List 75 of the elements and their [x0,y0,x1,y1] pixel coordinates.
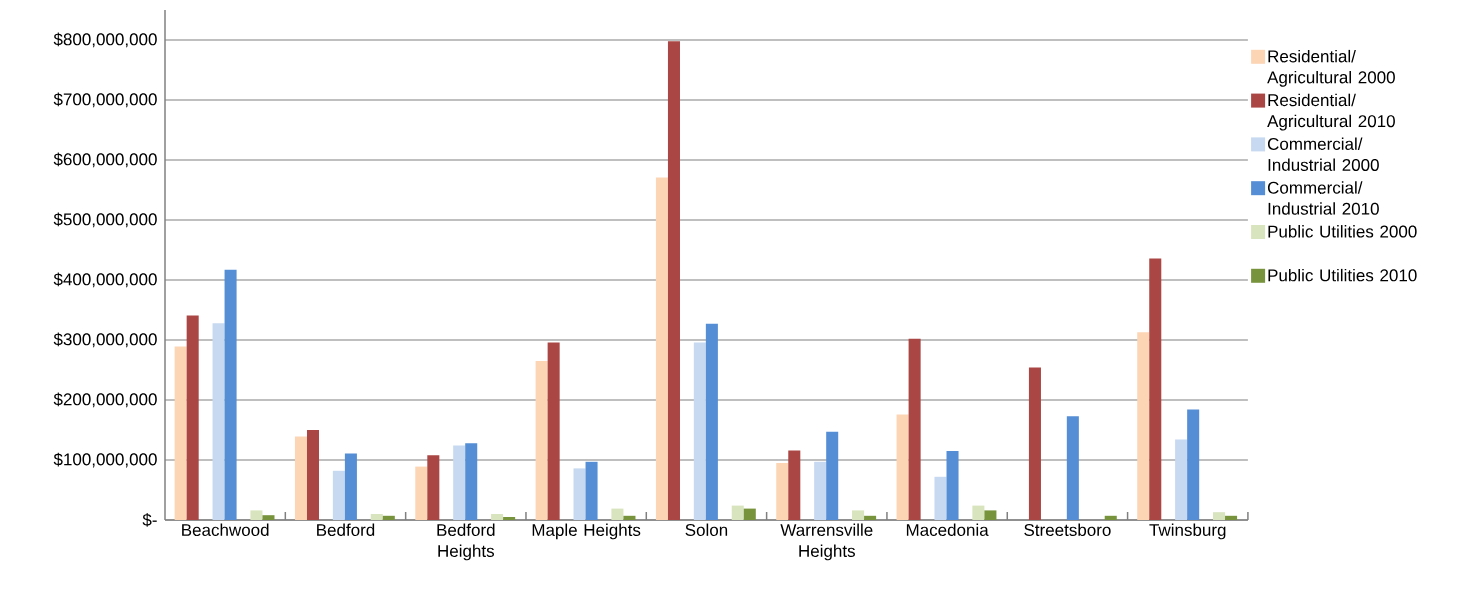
bar [491,514,504,520]
legend-label: Residential/ Agricultural 2000 [1267,49,1395,87]
bar [731,505,744,520]
y-tick-label: $500,000,000 [53,212,157,228]
bar [262,515,275,520]
bar [186,315,199,520]
bar [852,510,865,520]
bar [693,342,706,520]
bar [1066,416,1079,520]
y-tick-label: $800,000,000 [53,32,157,48]
bar [1137,332,1150,520]
bar [896,414,909,520]
bar [667,41,680,520]
bar [294,436,307,520]
bar [826,431,839,520]
bar [934,476,947,520]
bar [908,338,921,520]
y-tick-label: $300,000,000 [53,332,157,348]
legend-label: Residential/ Agricultural 2010 [1267,93,1395,131]
x-tick-label: Streetsboro [1024,523,1111,537]
bar [370,514,383,520]
y-tick-label: $700,000,000 [53,92,157,108]
bar [705,323,718,520]
bar [344,453,357,520]
bar [972,505,985,520]
bar [1104,515,1117,520]
bar [864,515,877,520]
x-tick-label: Macedonia [906,523,989,537]
bar [535,361,548,520]
bar [623,515,636,520]
y-tick-label: $200,000,000 [53,392,157,408]
bar [332,470,345,520]
x-tick-label: Twinsburg [1149,523,1226,540]
legend-label: Commercial/ Industrial 2010 [1267,181,1379,215]
x-tick-label: Warrensville Heights [780,523,873,561]
bar [1213,512,1226,520]
legend-label: Public Utilities 2000 [1268,225,1417,238]
y-tick-label: $- [142,513,157,527]
x-tick-label: Maple Heights [532,523,641,540]
bar [1225,515,1238,520]
bar [946,451,959,520]
bar [743,508,756,520]
bar [250,510,263,520]
bar [547,342,560,520]
bar [174,346,187,520]
bar [415,466,428,520]
bar [503,517,516,520]
bar [453,445,466,520]
x-tick-label: Bedford Heights [437,523,495,561]
bar [776,463,789,520]
legend-label: Commercial/ Industrial 2000 [1267,137,1379,171]
bar [814,461,827,520]
bar [1175,439,1188,520]
bar [585,461,598,520]
bar [212,323,225,520]
bar [306,430,320,520]
bar [1187,409,1200,520]
bar [382,515,395,520]
bar [1149,258,1162,520]
x-tick-label: Solon [685,523,728,537]
x-tick-label: Bedford [317,523,375,537]
bar [427,455,440,520]
bar [573,468,586,520]
x-tick-label: Beachwood [182,523,269,537]
legend-label: Public Utilities 2010 [1268,268,1417,282]
bar [465,443,478,520]
bar [655,177,668,520]
bar [224,269,237,520]
bar [788,450,801,520]
bar [611,508,624,520]
y-tick-label: $400,000,000 [53,272,157,288]
bar [1028,367,1041,520]
y-tick-label: $600,000,000 [53,152,157,168]
y-tick-label: $100,000,000 [53,452,157,468]
bar [984,510,997,520]
